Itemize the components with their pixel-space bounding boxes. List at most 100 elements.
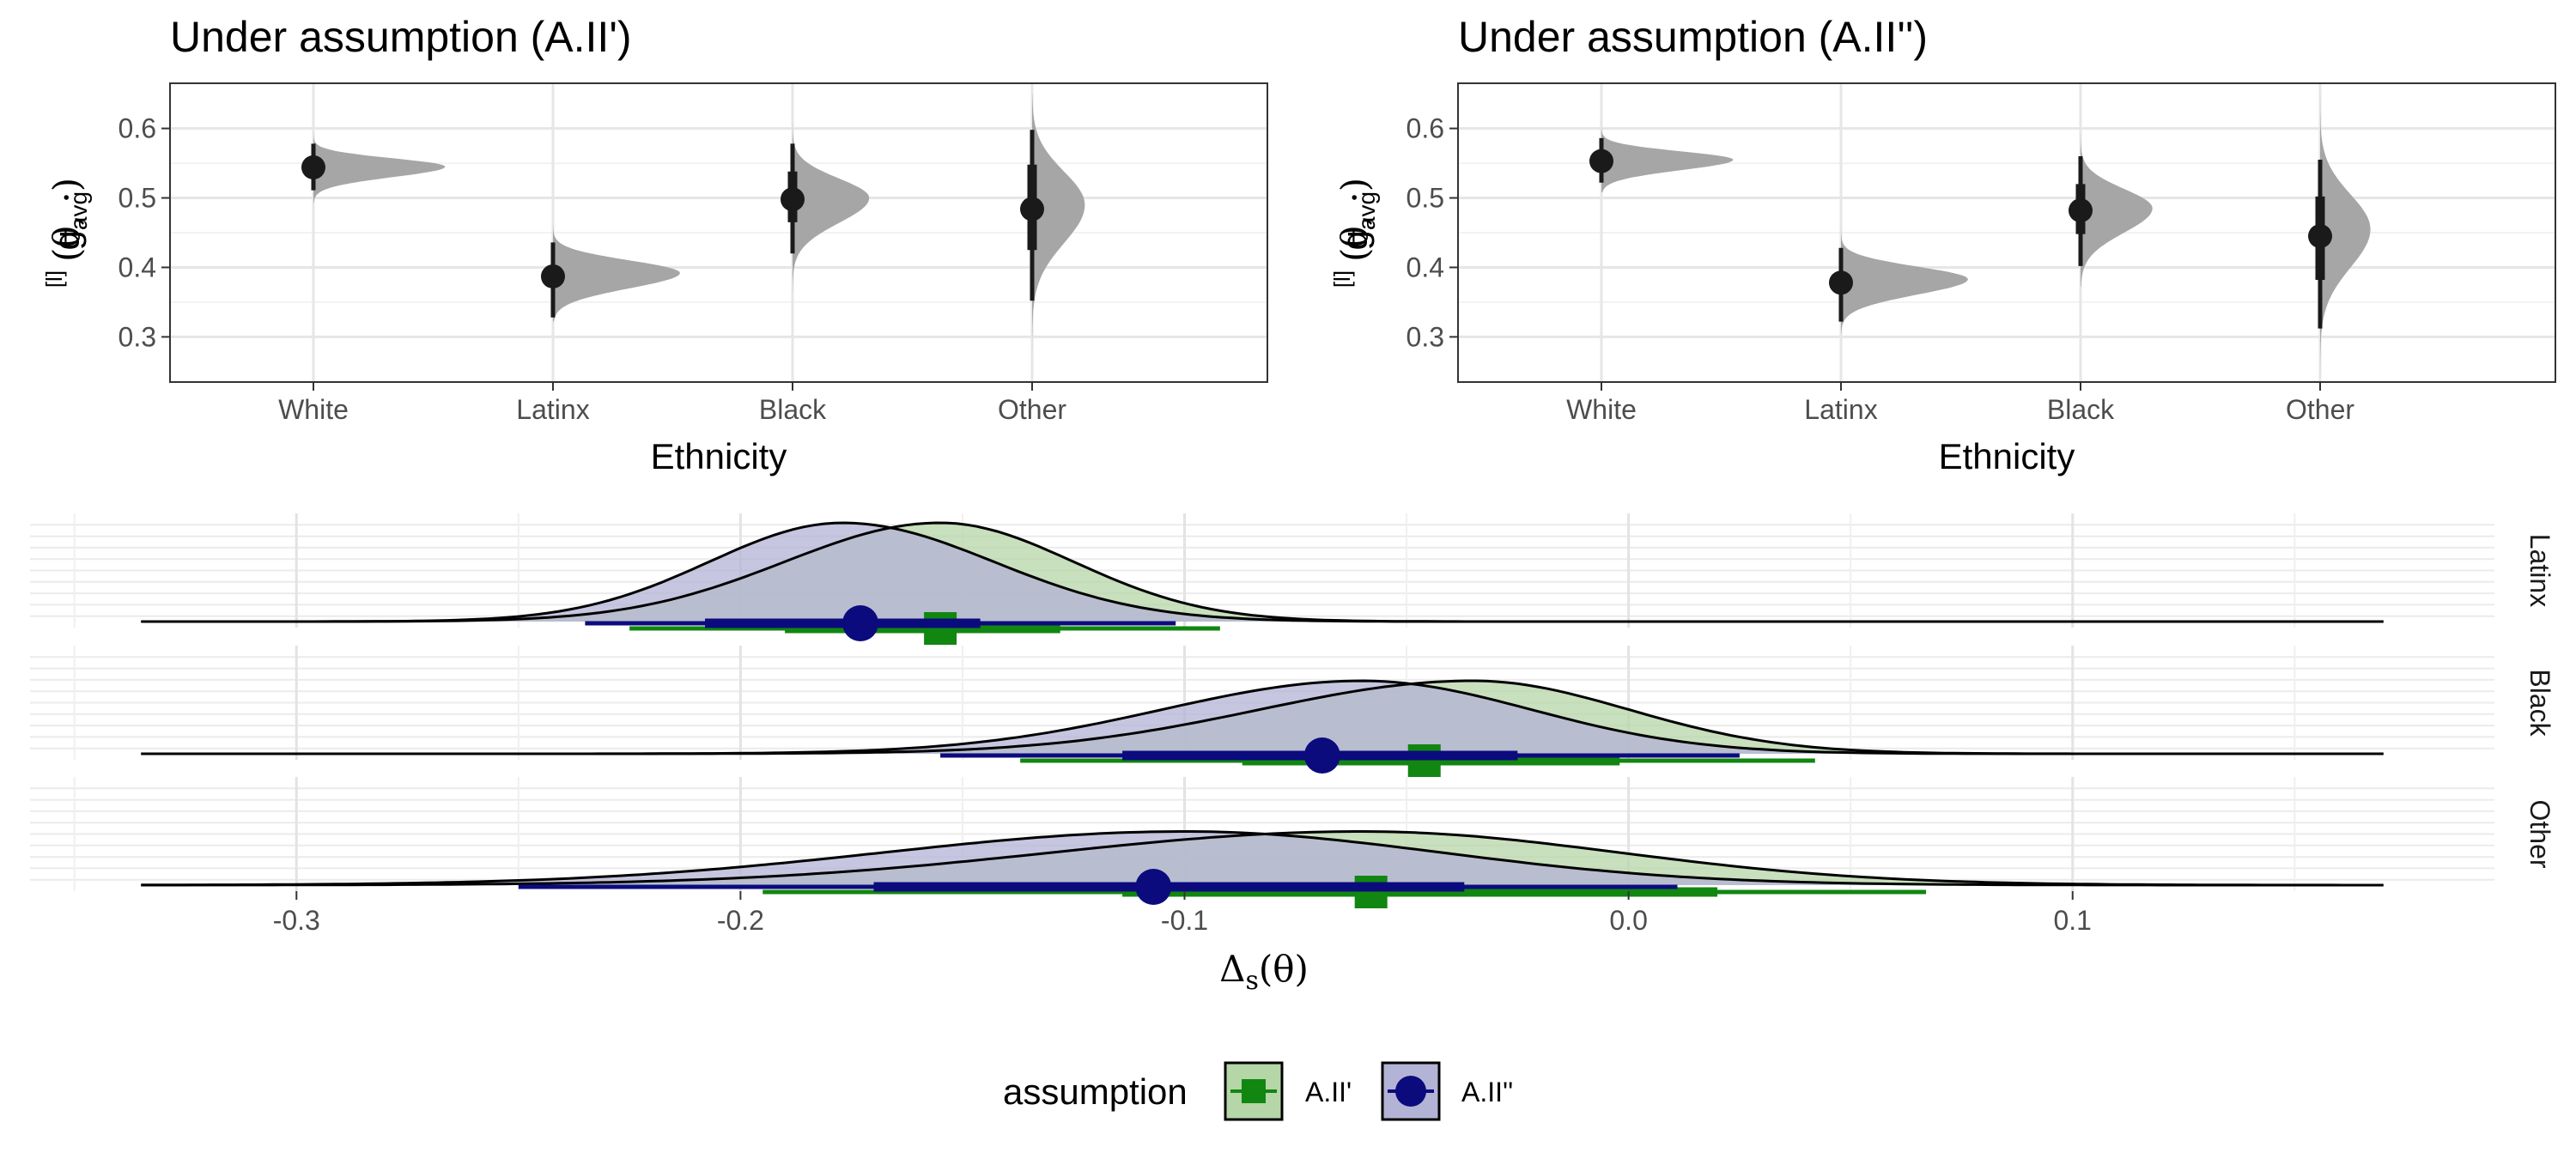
legend: assumption A.II' A.II''	[1003, 1061, 1513, 1121]
x-tick-label: White	[278, 394, 349, 425]
x-tick-label: 0.1	[2053, 905, 2091, 936]
x-tick-label: Latinx	[1804, 394, 1877, 425]
violins	[301, 94, 1085, 372]
y-tick-label: 0.6	[1406, 113, 1444, 144]
violin-group-white	[1589, 124, 1734, 193]
interval-a-ii	[940, 737, 1740, 774]
facet-latinx: Latinx	[30, 513, 2555, 645]
density-fill-a-ii	[141, 681, 2384, 754]
median-square-marker	[924, 612, 957, 645]
median-point	[541, 264, 565, 288]
plot-panel-border	[1457, 82, 2556, 383]
x-tick-label: Black	[759, 394, 827, 425]
x-tick-label: -0.3	[273, 905, 320, 936]
x-axis-ticks: White Latinx Black Other	[1566, 382, 2354, 425]
density-half-violin	[1841, 227, 1968, 334]
x-axis-label: Δs(θ)	[1219, 948, 1309, 996]
facet-strip-label: Black	[2524, 669, 2555, 737]
violin-group-white	[301, 131, 446, 203]
x-tick-label: Other	[998, 394, 1066, 425]
median-point	[2308, 224, 2332, 249]
y-axis-label-args: (θ, ·)	[46, 178, 88, 262]
legend-title: assumption	[1003, 1071, 1188, 1112]
density-outline-a-ii	[141, 830, 2384, 887]
median-point	[1589, 149, 1613, 173]
median-point	[2069, 198, 2093, 223]
violin-group-other	[2308, 87, 2371, 373]
panel-title: Under assumption (A.II')	[170, 13, 632, 61]
median-circle-marker	[1303, 737, 1340, 774]
y-axis-label-main: g	[1334, 230, 1375, 250]
y-axis-label-subscript: avg	[65, 191, 92, 230]
facet-black: Black	[30, 646, 2555, 777]
y-axis-ticks: 0.3 0.4 0.5 0.6	[118, 113, 170, 352]
density-fill-a-ii	[141, 831, 2384, 885]
panel-title: Under assumption (A.II'')	[1458, 13, 1928, 61]
facet-strip-label: Other	[2524, 799, 2555, 868]
median-circle-marker	[842, 605, 879, 641]
legend-label: A.II'	[1305, 1077, 1352, 1107]
y-axis-label-args: (θ, ·)	[1334, 178, 1376, 262]
x-axis-ticks: -0.3 -0.2 -0.1 0.0 0.1	[273, 891, 2092, 936]
x-axis-label-args: (θ)	[1259, 948, 1309, 990]
y-axis-label-superscript: [l]	[41, 270, 67, 288]
legend-key-aii-double-prime: A.II''	[1381, 1061, 1513, 1121]
median-point	[1829, 270, 1853, 295]
density-half-violin	[313, 131, 446, 203]
interval-a-ii	[762, 876, 1927, 908]
y-axis-label-main: g	[46, 230, 87, 250]
interval-a-ii	[585, 605, 1176, 641]
y-tick-label: 0.3	[118, 321, 156, 352]
violin-group-black	[781, 112, 870, 294]
x-tick-label: Latinx	[516, 394, 589, 425]
facets: Latinx Black Other	[30, 513, 2555, 908]
median-circle-marker	[1135, 869, 1172, 905]
y-tick-label: 0.6	[118, 113, 156, 144]
violin-group-latinx	[541, 220, 680, 322]
density-fill-a-ii	[141, 523, 2384, 622]
y-axis-ticks: 0.3 0.4 0.5 0.6	[1406, 113, 1458, 352]
median-point	[781, 187, 805, 212]
legend-key-square-marker	[1242, 1079, 1266, 1103]
x-tick-label: White	[1566, 394, 1637, 425]
x-axis-label-subscript: s	[1245, 966, 1258, 996]
y-axis-label-superscript: [l]	[1329, 270, 1355, 288]
legend-key-aii-prime: A.II'	[1224, 1061, 1352, 1121]
x-tick-label: 0.0	[1609, 905, 1647, 936]
x-axis-label: Ethnicity	[1939, 436, 2075, 476]
density-half-violin	[553, 220, 680, 322]
legend-label: A.II''	[1461, 1077, 1513, 1107]
y-tick-label: 0.5	[1406, 183, 1444, 214]
violin-group-other	[1020, 94, 1085, 372]
y-tick-label: 0.3	[1406, 321, 1444, 352]
y-tick-label: 0.5	[118, 183, 156, 214]
violins	[1589, 87, 2371, 373]
y-axis-label: gavg [l] (θ, ·)	[41, 178, 92, 288]
grid-lines	[170, 83, 1267, 382]
y-axis-label: gavg [l] (θ, ·)	[1329, 178, 1380, 288]
median-square-marker	[1354, 876, 1388, 908]
interval-a-ii	[518, 869, 1678, 905]
grid-lines	[1458, 83, 2555, 382]
y-axis-label-subscript: avg	[1353, 191, 1380, 230]
panel-delta-densities: Latinx Black Other -0.3 -0.2 -0.1 0.0 0.1 Δs(θ…	[30, 513, 2555, 996]
x-axis-label-main: Δ	[1219, 948, 1245, 990]
x-axis-ticks: White Latinx Black Other	[278, 382, 1066, 425]
density-half-violin	[2320, 87, 2371, 373]
density-outline-a-ii	[141, 679, 2384, 755]
y-tick-label: 0.4	[118, 252, 156, 282]
panel-under-assumption-aii-double-prime: Under assumption (A.II'') 0.3 0.4 0.5 0.6 W…	[1329, 13, 2556, 476]
median-point	[301, 155, 325, 179]
density-half-violin	[1032, 94, 1085, 372]
x-tick-label: -0.1	[1161, 905, 1208, 936]
violin-group-black	[2069, 119, 2153, 288]
legend-key-circle-marker	[1395, 1076, 1426, 1107]
interval-a-ii	[629, 612, 1220, 645]
median-square-marker	[1407, 744, 1441, 777]
panel-under-assumption-aii-prime: Under assumption (A.II') 0.3 0.4 0.5 0.6 Wh…	[41, 13, 1268, 476]
density-half-violin	[1601, 124, 1734, 193]
median-point	[1020, 197, 1044, 221]
density-half-violin	[793, 112, 870, 294]
y-tick-label: 0.4	[1406, 252, 1444, 282]
